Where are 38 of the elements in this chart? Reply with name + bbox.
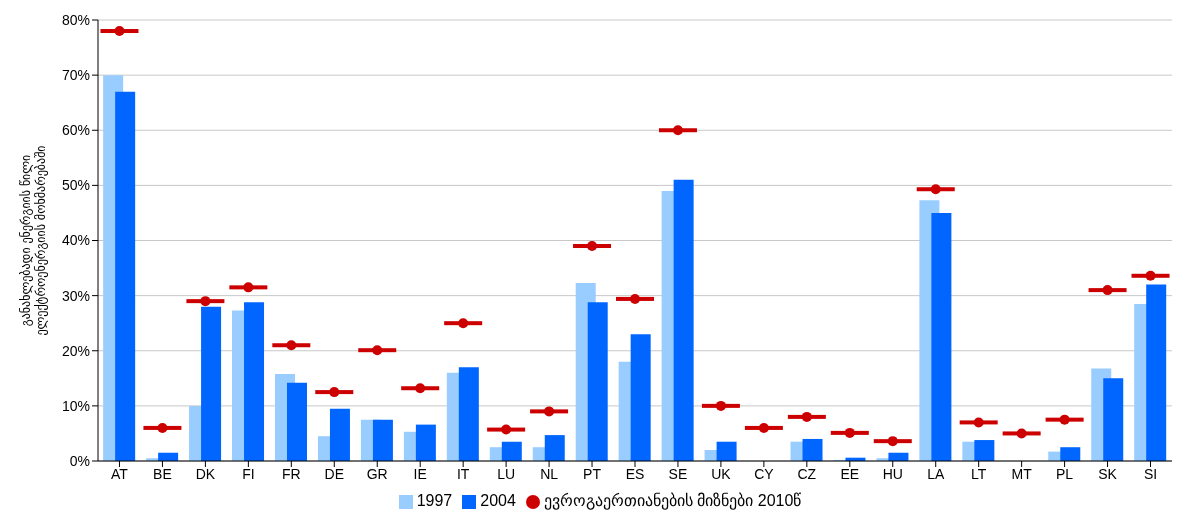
- x-tick-label: MT: [1011, 465, 1033, 482]
- legend-label: 1997: [416, 492, 453, 509]
- x-tick-label: DK: [195, 465, 216, 482]
- y-tick-label: 30%: [61, 287, 90, 304]
- legend-label: 2004: [480, 492, 516, 509]
- x-tick-label: ES: [625, 465, 645, 482]
- y-tick-label: 10%: [61, 397, 90, 414]
- x-tick-label: AT: [111, 465, 129, 482]
- y-tick-label: 80%: [61, 11, 90, 28]
- y-axis-title: განახლებადი ენერგიის წილი ელექტროენერგიის მოხმარებაში: [19, 145, 48, 336]
- x-tick-label: LU: [497, 465, 516, 482]
- y-tick-label: 60%: [61, 122, 90, 139]
- x-tick-label: PL: [1056, 465, 1074, 482]
- x-tick-label: SK: [1098, 465, 1118, 482]
- y-tick-label: 40%: [61, 232, 90, 249]
- x-tick-label: PT: [583, 465, 602, 482]
- x-tick-label: NL: [540, 465, 559, 482]
- x-tick-label: CZ: [797, 465, 817, 482]
- x-tick-label: GR: [366, 465, 388, 482]
- y-tick-label: 50%: [61, 177, 90, 194]
- x-tick-label: LA: [927, 465, 945, 482]
- x-tick-label: SE: [668, 465, 688, 482]
- x-tick-label: LT: [971, 465, 987, 482]
- x-tick-label: DE: [324, 465, 345, 482]
- x-tick-label: FR: [281, 465, 301, 482]
- x-tick-label: BE: [153, 465, 172, 482]
- x-tick-label: SI: [1143, 465, 1158, 482]
- y-tick-label: 70%: [61, 67, 90, 84]
- x-tick-label: FI: [242, 465, 255, 482]
- x-tick-label: IE: [413, 465, 427, 482]
- x-tick-label: UK: [711, 465, 732, 482]
- x-tick-label: CY: [754, 465, 775, 482]
- x-tick-label: EE: [840, 465, 860, 482]
- y-tick-label: 0%: [69, 452, 90, 469]
- y-tick-label: 20%: [61, 342, 90, 359]
- x-tick-label: HU: [882, 465, 903, 482]
- legend-label: ევროგაერთიანების მიზნები 2010წ: [543, 492, 802, 509]
- x-tick-label: IT: [456, 465, 470, 482]
